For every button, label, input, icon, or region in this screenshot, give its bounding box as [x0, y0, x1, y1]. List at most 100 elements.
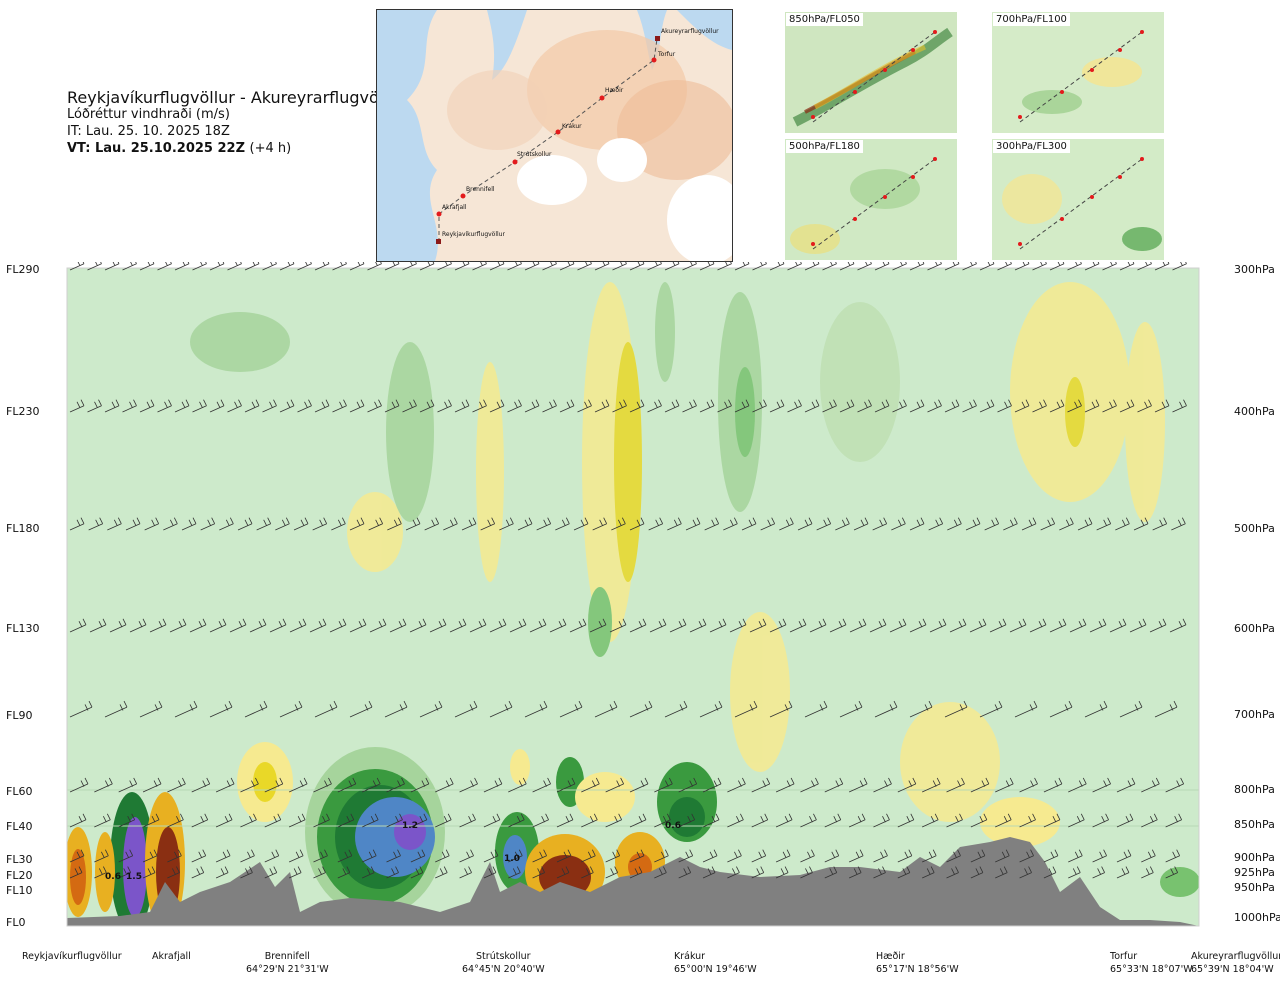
wind-barb — [288, 777, 308, 793]
wind-barb — [508, 866, 521, 879]
map-point — [436, 211, 442, 217]
mini-map-500-svg — [785, 139, 957, 260]
wind-barb — [1092, 849, 1107, 863]
wind-barb — [1116, 813, 1134, 828]
wind-barb — [237, 517, 253, 531]
wind-barb — [1084, 262, 1100, 271]
wind-barb — [1019, 813, 1036, 828]
wind-barb — [569, 618, 587, 633]
wind-barb — [443, 517, 458, 531]
wind-barb — [244, 399, 260, 413]
wind-barb — [405, 517, 421, 531]
wind-barb — [873, 849, 888, 863]
wind-barb — [118, 866, 132, 879]
wind-barb — [313, 849, 328, 863]
wind-barb — [654, 813, 671, 828]
wind-barb — [647, 399, 662, 413]
init-time: IT: Lau. 25. 10. 2025 18Z — [67, 124, 230, 139]
wind-barb — [524, 262, 540, 271]
wind-barb — [962, 262, 977, 271]
wind-barb — [454, 700, 478, 718]
wind-barb — [69, 700, 93, 718]
wind-barb — [362, 866, 375, 879]
wind-barb — [240, 849, 255, 863]
location-label: Brennifell 64°29'N 21°31'W — [246, 951, 329, 975]
wind-barb — [594, 262, 610, 271]
wind-barb — [209, 262, 225, 271]
wind-barb — [507, 399, 522, 413]
wind-barb — [410, 777, 430, 793]
wind-barb — [929, 618, 947, 633]
hpa-label: 925hPa — [1234, 866, 1275, 879]
wind-barb — [995, 813, 1012, 828]
wind-barb — [384, 700, 408, 718]
wind-barb — [1119, 700, 1143, 718]
wind-barb — [1043, 849, 1059, 863]
wind-barb — [489, 618, 507, 633]
wind-barb — [337, 849, 353, 863]
wind-barb — [424, 517, 440, 531]
map-point — [460, 193, 466, 199]
wind-barb — [1172, 262, 1187, 271]
wind-barb — [909, 700, 933, 718]
wind-barb — [69, 517, 85, 531]
wind-barb — [970, 866, 984, 879]
wind-barb — [702, 813, 720, 828]
wind-barb — [1165, 777, 1185, 793]
wind-barb — [969, 618, 987, 633]
wind-barb — [775, 866, 789, 879]
map-point — [651, 57, 657, 63]
wind-barb — [965, 517, 981, 531]
variable-title: Lóðréttur vindhraði (m/s) — [67, 107, 230, 122]
wind-barb — [191, 849, 207, 863]
wind-barb — [192, 262, 207, 271]
wind-barb — [559, 700, 583, 718]
fl-label: FL90 — [6, 709, 33, 722]
wind-barb — [839, 399, 855, 413]
wind-barb — [369, 618, 387, 633]
wind-barb — [419, 700, 443, 718]
wind-barb — [704, 517, 720, 531]
wind-barb — [804, 399, 820, 413]
map-point-label: Akrafjall — [442, 204, 467, 211]
wind-barb — [104, 700, 128, 718]
wind-barb — [244, 700, 268, 718]
wind-barb — [611, 517, 626, 531]
wind-barb — [1014, 700, 1038, 718]
wind-barb — [240, 866, 253, 879]
wind-barb — [873, 813, 890, 828]
fl-label: FL230 — [6, 405, 40, 418]
terrain-profile — [67, 837, 1199, 926]
wind-barb — [709, 618, 727, 633]
wind-barb — [816, 517, 832, 531]
wind-barb — [227, 399, 242, 413]
wind-barb — [1169, 618, 1187, 633]
value-annotation: 0.6 — [105, 872, 121, 882]
wind-barb — [779, 517, 794, 531]
wind-barb — [760, 517, 776, 531]
wind-barb — [723, 517, 738, 531]
wind-barb — [69, 399, 85, 413]
wind-barb — [402, 399, 417, 413]
wind-barb — [215, 849, 231, 863]
wind-barb — [483, 813, 501, 828]
wind-barb — [200, 517, 216, 531]
wind-barb — [419, 399, 435, 413]
location-label: Hæðir 65°17'N 18°56'W — [876, 951, 959, 975]
wind-barb — [848, 777, 868, 793]
wind-barb — [1152, 517, 1168, 531]
wind-barb — [209, 700, 233, 718]
wind-barb — [629, 700, 653, 718]
wind-barb — [1068, 849, 1083, 863]
wind-barb — [229, 618, 247, 633]
wind-barb — [87, 262, 102, 271]
wind-barb — [1084, 399, 1100, 413]
wind-barb — [240, 813, 257, 828]
wind-barb — [532, 813, 549, 828]
wind-barb — [163, 517, 178, 531]
wind-barb — [629, 517, 645, 531]
wind-barb — [1129, 618, 1147, 633]
wind-barb — [1068, 777, 1087, 793]
wind-barb — [169, 618, 187, 633]
wind-barb — [699, 399, 715, 413]
